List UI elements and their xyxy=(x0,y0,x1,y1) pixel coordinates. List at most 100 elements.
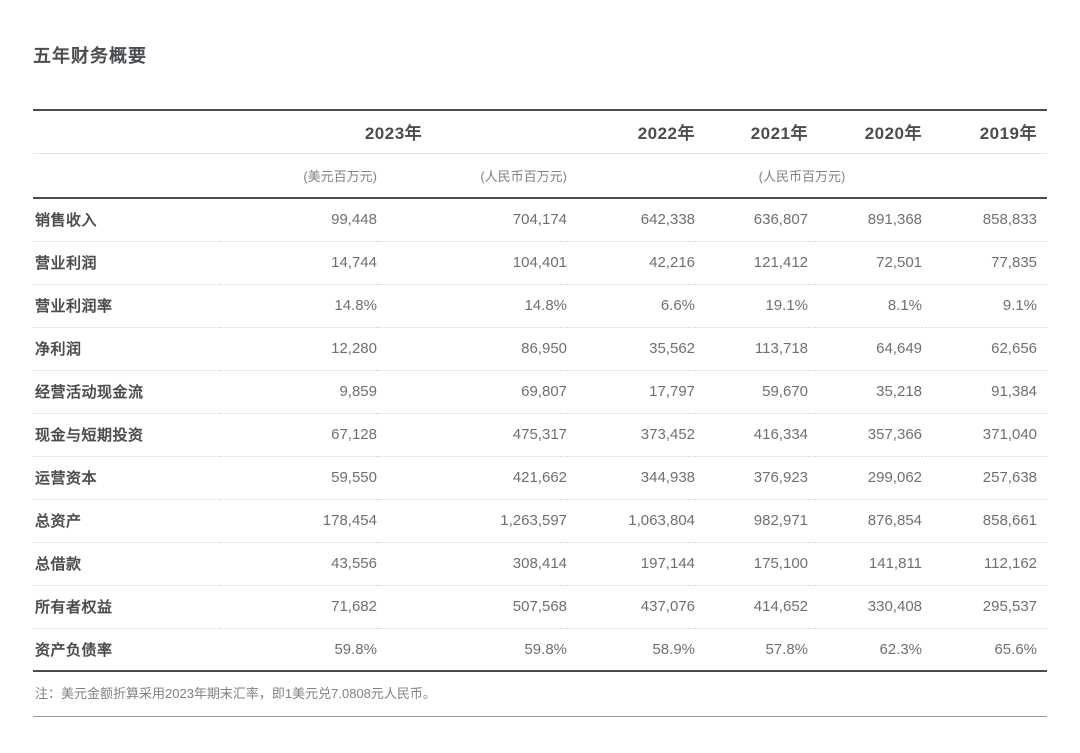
table-row: 销售收入 99,448 704,174 642,338 636,807 891,368 85… xyxy=(33,198,1048,241)
cell-value: 58.9% xyxy=(652,640,696,658)
exchange-rate-note: 注：美元金额折算采用2023年期末汇率，即1美元兑7.0808元人民币。 xyxy=(33,672,1047,717)
cell-value: 62,656 xyxy=(991,340,1038,357)
cell-value: 43,556 xyxy=(331,555,377,572)
cell-value: 475,317 xyxy=(512,426,568,443)
cell-value: 104,401 xyxy=(512,254,568,271)
cell-value: 77,835 xyxy=(991,254,1038,271)
cell-value: 299,062 xyxy=(867,469,923,486)
cell-value: 308,414 xyxy=(512,555,568,572)
cell-value: 14.8% xyxy=(334,297,377,314)
unit-header-rmb-group: (人民币百万元) xyxy=(567,153,1048,199)
cell-value: 59,550 xyxy=(331,469,377,486)
empty-corner-cell xyxy=(33,109,220,154)
cell-value: 141,811 xyxy=(868,555,923,572)
cell-value: 67,128 xyxy=(331,426,377,443)
empty-unit-cell xyxy=(33,153,220,199)
row-label: 销售收入 xyxy=(35,212,98,230)
cell-value: 59,670 xyxy=(762,383,809,400)
row-label: 净利润 xyxy=(35,341,82,358)
table-row: 现金与短期投资 67,128 475,317 373,452 416,334 357,36… xyxy=(33,413,1048,456)
cell-value: 1,063,804 xyxy=(628,512,696,529)
cell-value: 344,938 xyxy=(640,469,696,486)
year-header-2020: 2020年 xyxy=(808,109,923,154)
cell-value: 414,652 xyxy=(753,598,809,615)
row-label: 现金与短期投资 xyxy=(35,427,144,444)
year-header-row: 2023年 2022年 2021年 2020年 2019年 xyxy=(33,109,1048,154)
page-title: 五年财务概要 xyxy=(33,46,147,66)
row-label: 总借款 xyxy=(35,556,82,573)
cell-value: 72,501 xyxy=(876,254,923,271)
cell-value: 71,682 xyxy=(331,598,377,615)
year-header-2019: 2019年 xyxy=(922,109,1048,154)
cell-value: 891,368 xyxy=(867,211,923,229)
cell-value: 636,807 xyxy=(753,211,809,229)
cell-value: 371,040 xyxy=(982,426,1038,443)
cell-value: 62.3% xyxy=(879,640,923,658)
cell-value: 69,807 xyxy=(521,383,568,400)
table-row: 总借款 43,556 308,414 197,144 175,100 141,811 112… xyxy=(33,542,1048,585)
cell-value: 65.6% xyxy=(994,640,1038,658)
row-label: 营业利润 xyxy=(35,255,98,272)
cell-value: 876,854 xyxy=(867,512,923,529)
table-row: 所有者权益 71,682 507,568 437,076 414,652 330,408 2… xyxy=(33,585,1048,628)
year-header-2023: 2023年 xyxy=(220,109,568,154)
cell-value: 35,562 xyxy=(649,340,696,357)
cell-value: 59.8% xyxy=(334,640,377,658)
row-label: 营业利润率 xyxy=(35,298,113,315)
cell-value: 35,218 xyxy=(876,383,923,400)
table-row: 资产负债率 59.8% 59.8% 58.9% 57.8% 62.3% 65.6% xyxy=(33,628,1048,671)
row-label: 总资产 xyxy=(35,513,82,530)
cell-value: 57.8% xyxy=(765,640,809,658)
cell-value: 376,923 xyxy=(753,469,809,486)
table-row: 净利润 12,280 86,950 35,562 113,718 64,649 62,656 xyxy=(33,327,1048,370)
cell-value: 178,454 xyxy=(322,512,377,529)
cell-value: 416,334 xyxy=(753,426,809,443)
cell-value: 91,384 xyxy=(991,383,1038,400)
unit-header-row: (美元百万元) (人民币百万元) (人民币百万元) xyxy=(33,153,1048,199)
cell-value: 357,366 xyxy=(867,426,923,443)
cell-value: 437,076 xyxy=(640,598,696,615)
table-header: 2023年 2022年 2021年 2020年 2019年 (美元百万元) (人… xyxy=(33,109,1048,199)
five-year-financial-table: 2023年 2022年 2021年 2020年 2019年 (美元百万元) (人… xyxy=(33,109,1048,672)
cell-value: 112,162 xyxy=(983,555,1038,572)
table-row: 营业利润 14,744 104,401 42,216 121,412 72,501 77,8… xyxy=(33,241,1048,284)
cell-value: 175,100 xyxy=(753,555,809,572)
cell-value: 330,408 xyxy=(867,598,923,615)
row-label: 所有者权益 xyxy=(35,599,113,616)
unit-header-rmb-2023: (人民币百万元) xyxy=(377,153,568,199)
cell-value: 257,638 xyxy=(982,469,1038,486)
year-header-2021: 2021年 xyxy=(695,109,809,154)
cell-value: 113,718 xyxy=(754,340,809,357)
cell-value: 858,661 xyxy=(982,512,1038,529)
cell-value: 982,971 xyxy=(753,512,809,529)
unit-header-usd: (美元百万元) xyxy=(220,153,377,199)
table-row: 营业利润率 14.8% 14.8% 6.6% 19.1% 8.1% 9.1% xyxy=(33,284,1048,327)
cell-value: 6.6% xyxy=(660,297,696,314)
table-row: 总资产 178,454 1,263,597 1,063,804 982,971 876,8… xyxy=(33,499,1048,542)
row-label: 运营资本 xyxy=(35,470,98,487)
cell-value: 858,833 xyxy=(982,211,1038,229)
page-content: 五年财务概要 2023年 2022年 2021年 2020年 2019年 (美元… xyxy=(33,46,1048,717)
cell-value: 99,448 xyxy=(331,211,377,229)
cell-value: 121,412 xyxy=(753,254,809,271)
table-row: 运营资本 59,550 421,662 344,938 376,923 299,062 25… xyxy=(33,456,1048,499)
year-header-2022: 2022年 xyxy=(567,109,696,154)
cell-value: 19.1% xyxy=(765,297,809,314)
cell-value: 373,452 xyxy=(640,426,696,443)
cell-value: 64,649 xyxy=(876,340,923,357)
cell-value: 1,263,597 xyxy=(500,512,568,529)
cell-value: 59.8% xyxy=(524,640,568,658)
row-label: 资产负债率 xyxy=(35,641,113,659)
cell-value: 86,950 xyxy=(521,340,568,357)
cell-value: 507,568 xyxy=(512,598,568,615)
cell-value: 421,662 xyxy=(512,469,568,486)
cell-value: 8.1% xyxy=(887,297,923,314)
cell-value: 14.8% xyxy=(524,297,568,314)
cell-value: 295,537 xyxy=(982,598,1038,615)
cell-value: 17,797 xyxy=(649,383,696,400)
cell-value: 14,744 xyxy=(331,254,377,271)
cell-value: 9,859 xyxy=(339,383,377,400)
cell-value: 197,144 xyxy=(640,555,696,572)
cell-value: 42,216 xyxy=(649,254,696,271)
